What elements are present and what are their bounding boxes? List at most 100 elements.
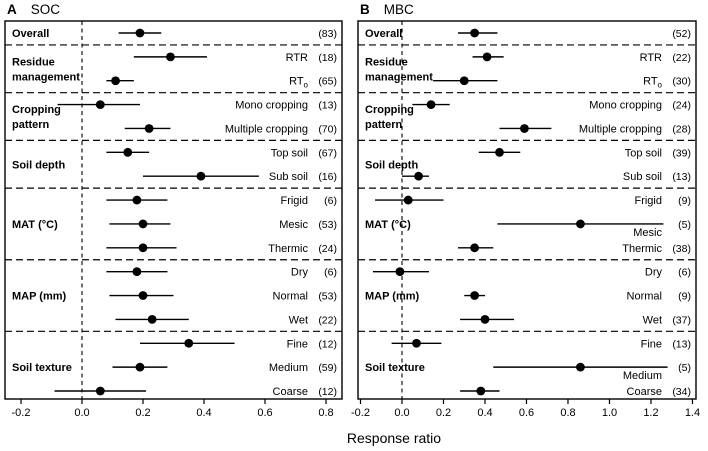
subgroup-label: Sub soil	[623, 171, 662, 183]
subgroup-label: Coarse	[273, 386, 308, 398]
count-label: (39)	[672, 147, 691, 159]
count-label: (53)	[318, 291, 337, 303]
subgroup-label: RTo	[643, 76, 662, 90]
mean-dot	[459, 76, 469, 86]
subgroup-label: Mesic	[279, 219, 308, 231]
category-label: Overall	[365, 28, 402, 40]
subgroup-label: RTo	[289, 76, 308, 90]
mean-dot	[426, 100, 436, 109]
x-tick-label: 0.4	[196, 407, 211, 419]
x-tick-label: 0.0	[74, 407, 89, 419]
x-tick-label: 1.4	[685, 407, 700, 419]
subgroup-label: Top soil	[625, 147, 662, 159]
count-label: (34)	[672, 386, 691, 398]
panel-border	[4, 20, 343, 400]
subgroup-label: RTR	[640, 52, 662, 64]
x-tick-label: 1.0	[602, 407, 617, 419]
x-tick-label: 0.8	[318, 407, 333, 419]
x-tick-label: -0.2	[351, 407, 370, 419]
count-label: (18)	[318, 52, 337, 64]
count-label: (6)	[678, 267, 691, 279]
mean-dot	[520, 124, 529, 133]
x-tick-label: 0.0	[394, 407, 409, 419]
count-label: (12)	[318, 386, 337, 398]
count-label: (53)	[318, 219, 337, 231]
panel-border	[357, 20, 697, 400]
count-label: (9)	[678, 195, 691, 207]
category-label: pattern	[365, 119, 403, 131]
x-axis-title: Response ratio	[346, 430, 442, 446]
x-tick-label: 0.2	[436, 407, 451, 419]
count-label: (28)	[672, 123, 691, 135]
category-label: pattern	[12, 119, 50, 131]
x-tick-label: 1.2	[643, 407, 658, 419]
mean-dot	[476, 386, 486, 396]
subgroup-label: Frigid	[634, 195, 662, 207]
count-label: (52)	[672, 28, 691, 40]
subgroup-label: RTR	[286, 52, 308, 64]
count-label: (13)	[318, 100, 337, 112]
count-label: (9)	[678, 291, 691, 303]
category-label: Overall	[12, 28, 49, 40]
x-tick-label: 0.8	[560, 407, 575, 419]
mean-dot	[395, 267, 405, 277]
count-label: (37)	[672, 314, 691, 326]
mean-dot	[470, 243, 480, 253]
subgroup-label: Fine	[287, 338, 308, 350]
mean-dot	[95, 100, 105, 109]
subgroup-label: Sub soil	[269, 171, 308, 183]
panel-header: A SOC	[7, 2, 60, 17]
subgroup-label: Wet	[643, 314, 662, 326]
subgroup-label: Medium	[269, 362, 308, 374]
category-label: MAP (mm)	[12, 291, 67, 303]
subgroup-label: Wet	[289, 314, 308, 326]
mean-dot	[403, 195, 413, 205]
count-label: (83)	[318, 28, 337, 40]
mean-dot	[135, 362, 145, 372]
subgroup-label: Mono cropping	[589, 100, 662, 112]
subgroup-label: Frigid	[280, 195, 308, 207]
subgroup-label: Dry	[291, 267, 309, 279]
category-label: MAT (°C)	[365, 219, 411, 231]
count-label: (30)	[672, 76, 691, 88]
mean-dot	[135, 28, 145, 38]
panel-A: A SOC -0.2 0.0 0.2 0.4 0.6 0.8 (83) Overall RTR (18…	[4, 2, 343, 419]
panel-B: B MBC -0.2 0.0 0.2 0.4 0.6 0.8 1.0 1.2 1.4 (52) Over…	[351, 2, 700, 419]
subgroup-label: Normal	[627, 291, 662, 303]
count-label: (16)	[318, 171, 337, 183]
mean-dot	[184, 338, 194, 348]
subgroup-label: Mesic	[633, 227, 662, 239]
mean-dot	[166, 52, 175, 62]
mean-dot	[132, 195, 142, 205]
category-label: Soil texture	[12, 362, 72, 374]
mean-dot	[144, 124, 154, 133]
count-label: (12)	[318, 338, 337, 350]
category-label: MAP (mm)	[365, 291, 420, 303]
count-label: (70)	[318, 123, 337, 135]
count-label: (6)	[324, 267, 337, 279]
mean-dot	[480, 315, 490, 324]
x-tick-label: 0.2	[135, 407, 150, 419]
count-label: (65)	[318, 76, 337, 88]
mean-dot	[470, 291, 480, 300]
category-label: Soil depth	[12, 159, 65, 171]
category-label: Cropping	[12, 104, 61, 116]
mean-dot	[138, 291, 148, 300]
mean-dot	[470, 28, 480, 38]
x-tick-label: 0.6	[519, 407, 534, 419]
subgroup-label: Dry	[645, 267, 663, 279]
mean-dot	[482, 52, 492, 62]
category-label: Cropping	[365, 104, 414, 116]
subgroup-label: Medium	[623, 370, 662, 382]
category-label: Soil texture	[365, 362, 425, 374]
mean-dot	[147, 315, 157, 324]
subgroup-label: Coarse	[627, 386, 662, 398]
count-label: (13)	[672, 338, 691, 350]
mean-dot	[196, 171, 206, 181]
x-tick-label: -0.2	[12, 407, 31, 419]
count-label: (67)	[318, 147, 337, 159]
mean-dot	[123, 147, 133, 157]
mean-dot	[138, 219, 148, 229]
